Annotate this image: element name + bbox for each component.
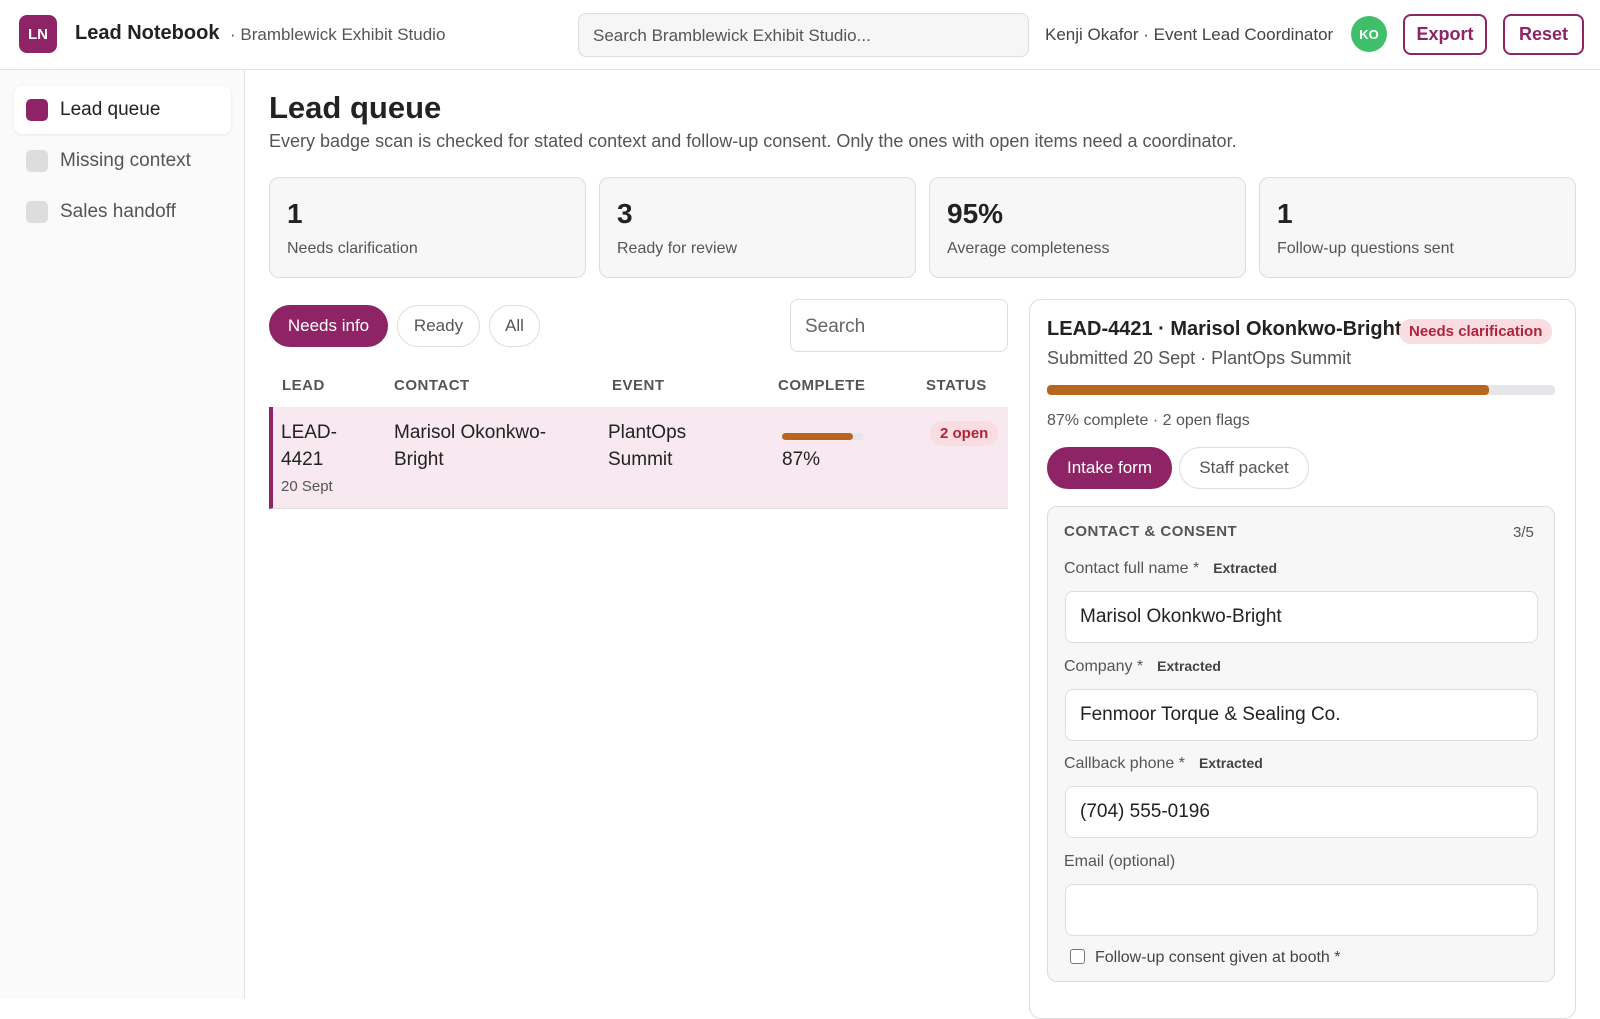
header: LN Lead Notebook · Bramblewick Exhibit S… [0,0,1600,70]
lead-contact: Marisol Okonkwo-Bright [394,422,547,470]
lead-id: LEAD-4421 [281,422,337,470]
lead-event: PlantOps Summit [608,422,687,470]
app-name: Lead Notebook [75,22,220,44]
field-tag: Extracted [1213,560,1277,576]
element: 2 open [930,419,999,447]
stat-label: Ready for review [617,240,738,257]
text-input[interactable]: Marisol Okonkwo-Bright [1065,591,1538,643]
consent-row[interactable]: Follow-up consent given at booth * [1070,944,1340,971]
logo: LN [19,15,57,53]
filter-pill[interactable]: Needs info [269,305,388,347]
filter-pill[interactable]: All [489,305,540,347]
text-input[interactable]: Fenmoor Torque & Sealing Co. [1065,688,1538,741]
section-count: 3/5 [1513,524,1534,541]
nav-icon [26,201,48,223]
stat-card: 1 Follow-up questions sent [1259,177,1576,278]
reset-button[interactable]: Reset [1503,14,1584,55]
workspace: · Bramblewick Exhibit Studio [230,25,446,44]
field-label-text: Company * [1064,657,1144,675]
sidebar: Lead queue Missing context Sales handoff [0,70,245,999]
stat-label: Follow-up questions sent [1277,240,1454,257]
field-label-text: Callback phone * [1064,755,1185,772]
table-search[interactable]: Search [790,299,1008,352]
lead-date: 20 Sept [281,478,333,495]
global-search[interactable]: Search Bramblewick Exhibit Studio... [578,13,1029,57]
field-tag: Extracted [1198,755,1263,771]
page-title: Lead queue [269,90,442,125]
section-title: CONTACT & CONSENT [1064,523,1238,540]
nav-icon [26,150,48,172]
detail-title: LEAD-4421 · Marisol Okonkwo-Bright [1047,318,1402,340]
stat-card: 95% Average completeness [929,177,1246,278]
stat-value: 95% [947,198,1004,229]
progress-track [782,433,864,440]
page-subtitle: Every badge scan is checked for stated c… [269,131,1237,151]
stat-value: 1 [287,198,303,229]
column-header: LEAD [282,377,325,394]
nav-item[interactable]: Missing context [14,137,231,185]
lead-row[interactable]: LEAD-4421 20 Sept Marisol Okonkwo-Bright… [269,407,1008,509]
tab[interactable]: Intake form [1047,447,1172,489]
field-label: Contact full name * Extracted [1064,560,1277,578]
field-label: Email (optional) [1064,853,1175,871]
avatar: KO [1351,16,1387,52]
stat-label: Needs clarification [287,240,418,257]
nav-label: Lead queue [60,99,161,120]
stat-card: 3 Ready for review [599,177,916,278]
stat-label: Average completeness [947,240,1110,257]
column-header: CONTACT [394,377,470,394]
progress-bar [1047,385,1489,395]
export-button[interactable]: Export [1403,14,1487,55]
column-header: EVENT [612,377,665,394]
user-name: Kenji Okafor · Event Lead Coordinator [1045,25,1334,44]
text-input[interactable]: (704) 555-0196 [1065,786,1538,838]
nav-label: Missing context [60,150,191,171]
column-header: COMPLETE [778,377,866,394]
nav-label: Sales handoff [60,201,176,222]
stat-card: 1 Needs clarification [269,177,586,278]
element: Needs clarification [1399,317,1553,345]
field-label: Company * Extracted [1064,658,1221,676]
tab[interactable]: Staff packet [1179,447,1309,489]
field-label-text: Contact full name * [1064,560,1200,577]
status-badge: 2 open [930,421,999,446]
text-input[interactable] [1065,883,1538,936]
stat-value: 3 [617,198,633,229]
nav-item[interactable]: Lead queue [14,86,231,134]
detail-badge: Needs clarification [1399,319,1553,344]
checkbox[interactable] [1070,949,1085,964]
progress-label: 87% complete · 2 open flags [1047,412,1250,429]
complete-label: 87% [782,449,821,470]
nav-item[interactable]: Sales handoff [14,188,231,236]
filter-pill[interactable]: Ready [397,305,480,347]
progress-track [1047,385,1555,395]
nav-icon [26,99,48,121]
detail-meta: Submitted 20 Sept · PlantOps Summit [1047,348,1352,368]
stat-value: 1 [1277,198,1293,229]
progress-bar [782,433,854,440]
field-label: Callback phone * Extracted [1064,755,1263,773]
field-tag: Extracted [1157,657,1221,674]
consent-label: Follow-up consent given at booth * [1095,949,1341,966]
column-header: STATUS [926,377,987,394]
field-label-text: Email (optional) [1064,852,1176,870]
